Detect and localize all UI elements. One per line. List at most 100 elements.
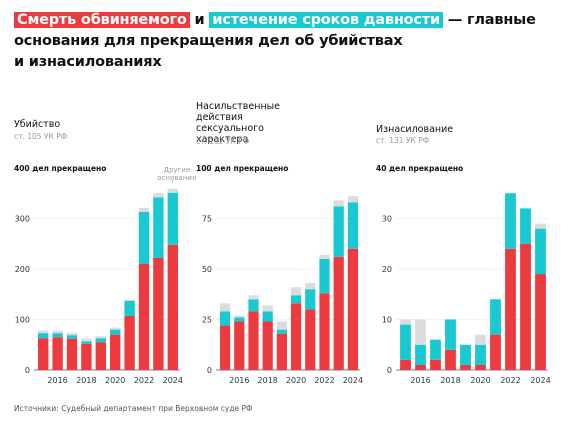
y-header-1: 100 дел прекращено bbox=[196, 164, 288, 173]
bar-death-1-2019 bbox=[276, 333, 288, 370]
bar-death-1-2023 bbox=[333, 256, 344, 370]
bar-statute-0-2017 bbox=[66, 335, 78, 339]
bar-statute-1-2023 bbox=[333, 206, 344, 257]
bar-death-0-2023 bbox=[153, 257, 164, 370]
chart-subtitle-murder: ст. 105 УК РФ bbox=[14, 132, 68, 141]
y-tick-label-0-3: 300 bbox=[15, 215, 30, 224]
headline-line2: основания для прекращения дел об убийств… bbox=[14, 33, 403, 49]
bar-death-2-2020 bbox=[475, 364, 486, 370]
y-tick-label-1-1: 25 bbox=[202, 316, 212, 325]
other-reasons-label-0: Другие основания bbox=[157, 166, 196, 182]
y-tick-label-2-2: 20 bbox=[382, 265, 392, 274]
bar-other-1-2024 bbox=[347, 196, 359, 203]
bar-statute-2-2018 bbox=[445, 319, 456, 350]
bar-other-1-2020 bbox=[290, 287, 302, 296]
bar-other-1-2016 bbox=[234, 315, 245, 318]
bar-statute-0-2015 bbox=[38, 333, 49, 339]
bar-statute-1-2019 bbox=[276, 329, 288, 334]
bar-other-0-2020 bbox=[110, 327, 121, 330]
x-tick-label-0-1: 2018 bbox=[76, 376, 96, 385]
bar-statute-2-2020 bbox=[475, 344, 486, 365]
bar-death-2-2015 bbox=[400, 359, 411, 370]
bar-statute-0-2021 bbox=[124, 300, 135, 316]
y-tick-label-2-3: 30 bbox=[382, 215, 392, 224]
bar-statute-2-2017 bbox=[430, 339, 441, 360]
x-tick-label-1-3: 2022 bbox=[314, 376, 334, 385]
bar-death-1-2021 bbox=[305, 309, 316, 370]
bar-other-2-2024 bbox=[535, 223, 546, 229]
bar-statute-0-2020 bbox=[110, 329, 121, 335]
bar-death-1-2015 bbox=[219, 325, 231, 370]
bar-death-2-2017 bbox=[430, 359, 441, 370]
bar-death-0-2017 bbox=[66, 338, 78, 370]
bar-statute-1-2018 bbox=[262, 311, 273, 322]
bar-death-2-2021 bbox=[490, 334, 501, 370]
bar-death-1-2018 bbox=[262, 321, 273, 370]
x-tick-label-2-1: 2018 bbox=[440, 376, 460, 385]
y-tick-label-0-0: 0 bbox=[25, 366, 30, 375]
bar-other-1-2019 bbox=[276, 321, 288, 330]
bar-statute-1-2015 bbox=[219, 311, 231, 326]
headline: Смерть обвиняемого и истечение сроков да… bbox=[14, 10, 574, 73]
bar-other-1-2015 bbox=[219, 303, 231, 312]
bar-death-2-2024 bbox=[535, 274, 546, 370]
bar-other-1-2021 bbox=[305, 283, 316, 290]
bar-death-0-2022 bbox=[138, 263, 150, 370]
bar-statute-1-2024 bbox=[347, 202, 359, 249]
bar-other-2-2020 bbox=[475, 334, 486, 345]
bar-death-2-2022 bbox=[505, 248, 516, 370]
chart-subtitle-sexual-acts: ст. 132 УК РФ bbox=[196, 137, 250, 146]
x-tick-label-2-3: 2022 bbox=[500, 376, 520, 385]
bar-statute-0-2023 bbox=[153, 197, 164, 258]
bar-other-0-2016 bbox=[52, 330, 63, 334]
bar-statute-1-2020 bbox=[290, 295, 302, 304]
bar-other-1-2018 bbox=[262, 305, 273, 312]
bar-other-0-2015 bbox=[38, 330, 49, 334]
bar-death-0-2015 bbox=[38, 338, 49, 370]
headline-line3: и изнасилованиях bbox=[14, 54, 162, 70]
bar-death-1-2017 bbox=[248, 311, 259, 370]
bar-death-2-2018 bbox=[445, 349, 456, 370]
bar-statute-0-2019 bbox=[95, 338, 106, 343]
bar-other-0-2023 bbox=[153, 193, 164, 198]
bar-death-0-2018 bbox=[81, 343, 92, 370]
bar-statute-1-2016 bbox=[234, 317, 245, 322]
chart-title-murder: Убийство bbox=[14, 119, 61, 130]
x-tick-label-1-0: 2016 bbox=[229, 376, 249, 385]
bar-statute-2-2015 bbox=[400, 324, 411, 360]
y-tick-label-0-2: 200 bbox=[15, 265, 30, 274]
bar-statute-1-2022 bbox=[319, 258, 330, 294]
bar-other-0-2018 bbox=[81, 338, 92, 342]
bar-death-0-2021 bbox=[124, 315, 135, 370]
headline-highlight-death: Смерть обвиняемого bbox=[14, 12, 190, 28]
bar-other-0-2019 bbox=[95, 336, 106, 339]
bar-other-1-2023 bbox=[333, 200, 344, 207]
y-tick-label-1-3: 75 bbox=[202, 215, 212, 224]
bar-statute-0-2024 bbox=[167, 192, 178, 245]
y-tick-label-1-0: 0 bbox=[207, 366, 212, 375]
bar-death-0-2024 bbox=[167, 244, 178, 370]
bar-statute-2-2023 bbox=[520, 208, 531, 244]
bar-statute-1-2021 bbox=[305, 289, 316, 310]
bar-statute-0-2018 bbox=[81, 341, 92, 344]
bar-other-0-2024 bbox=[167, 188, 178, 193]
headline-conjunction: и bbox=[194, 12, 205, 28]
bar-statute-0-2016 bbox=[52, 333, 63, 338]
bar-death-1-2022 bbox=[319, 293, 330, 370]
bar-statute-1-2017 bbox=[248, 299, 259, 312]
x-tick-label-0-3: 2022 bbox=[134, 376, 154, 385]
bar-other-0-2021 bbox=[124, 299, 135, 301]
y-tick-label-1-2: 50 bbox=[202, 265, 212, 274]
x-tick-label-0-2: 2020 bbox=[105, 376, 125, 385]
y-tick-label-0-1: 100 bbox=[15, 316, 30, 325]
bar-death-1-2024 bbox=[347, 248, 359, 370]
bar-death-2-2019 bbox=[460, 364, 471, 370]
bar-statute-2-2019 bbox=[460, 344, 471, 365]
bar-other-0-2022 bbox=[138, 207, 150, 212]
source-note: Источники: Судебный департамент при Верх… bbox=[14, 404, 253, 413]
bar-other-2-2015 bbox=[400, 319, 411, 325]
bar-other-0-2017 bbox=[66, 332, 78, 336]
bar-death-1-2016 bbox=[234, 321, 245, 370]
bar-statute-2-2016 bbox=[415, 344, 426, 365]
